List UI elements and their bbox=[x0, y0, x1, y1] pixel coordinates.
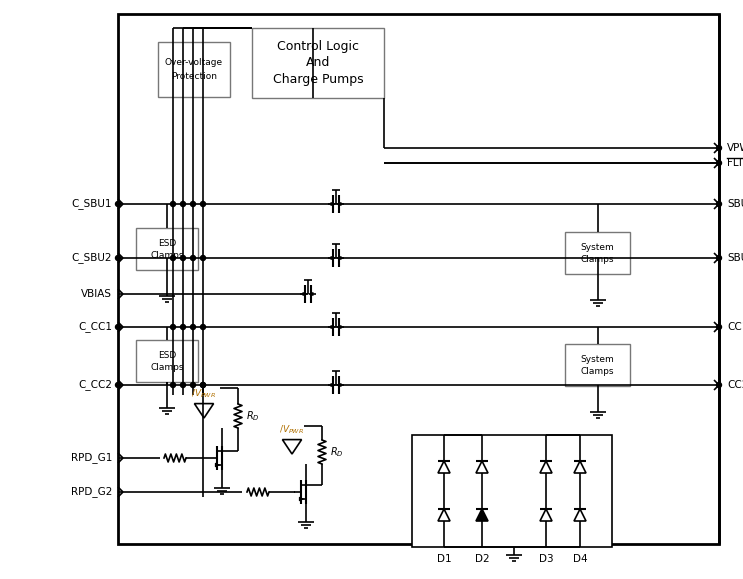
Text: Charge Pumps: Charge Pumps bbox=[273, 72, 363, 86]
Text: D4: D4 bbox=[573, 554, 587, 564]
Circle shape bbox=[201, 201, 206, 207]
Bar bbox=[118, 14, 719, 544]
Polygon shape bbox=[476, 461, 488, 473]
Text: $R_D$: $R_D$ bbox=[330, 445, 344, 459]
Bar bbox=[252, 28, 384, 98]
Circle shape bbox=[115, 383, 120, 387]
Bar bbox=[136, 228, 198, 270]
Circle shape bbox=[716, 160, 721, 166]
Circle shape bbox=[170, 255, 175, 261]
Text: C_CC1: C_CC1 bbox=[78, 321, 112, 332]
Circle shape bbox=[181, 255, 186, 261]
Circle shape bbox=[115, 255, 120, 261]
Circle shape bbox=[716, 145, 721, 151]
Text: VBIAS: VBIAS bbox=[81, 289, 112, 299]
Circle shape bbox=[190, 324, 195, 329]
Circle shape bbox=[716, 255, 721, 261]
Text: Clamps: Clamps bbox=[581, 255, 614, 264]
Text: SBU2: SBU2 bbox=[727, 253, 743, 263]
Circle shape bbox=[201, 383, 206, 387]
Text: $R_D$: $R_D$ bbox=[246, 409, 259, 423]
Text: Clamps: Clamps bbox=[150, 363, 184, 372]
Circle shape bbox=[201, 255, 206, 261]
Text: Clamps: Clamps bbox=[581, 367, 614, 376]
Polygon shape bbox=[574, 509, 586, 521]
Text: Control Logic: Control Logic bbox=[277, 41, 359, 53]
Circle shape bbox=[115, 324, 120, 329]
Circle shape bbox=[170, 324, 175, 329]
Circle shape bbox=[201, 383, 206, 387]
Text: D2: D2 bbox=[475, 554, 490, 564]
Bar bbox=[136, 340, 198, 382]
Polygon shape bbox=[540, 509, 552, 521]
Bar bbox=[565, 232, 630, 274]
Circle shape bbox=[716, 324, 721, 329]
Text: C_SBU2: C_SBU2 bbox=[71, 252, 112, 263]
Polygon shape bbox=[574, 461, 586, 473]
Text: Clamps: Clamps bbox=[150, 251, 184, 260]
Text: RPD_G1: RPD_G1 bbox=[71, 453, 112, 463]
Bar bbox=[158, 42, 230, 97]
Circle shape bbox=[170, 201, 175, 207]
Circle shape bbox=[170, 383, 175, 387]
Bar bbox=[565, 344, 630, 386]
Circle shape bbox=[181, 201, 186, 207]
Text: System: System bbox=[580, 356, 614, 364]
Text: SBU1: SBU1 bbox=[727, 199, 743, 209]
Polygon shape bbox=[476, 509, 488, 521]
Polygon shape bbox=[438, 461, 450, 473]
Circle shape bbox=[716, 383, 721, 387]
Circle shape bbox=[190, 255, 195, 261]
Text: RPD_G2: RPD_G2 bbox=[71, 486, 112, 497]
Circle shape bbox=[115, 201, 120, 207]
Circle shape bbox=[716, 201, 721, 207]
Text: And: And bbox=[306, 57, 330, 69]
Circle shape bbox=[181, 383, 186, 387]
Text: C_SBU1: C_SBU1 bbox=[71, 199, 112, 210]
Text: FLT: FLT bbox=[727, 158, 743, 168]
Circle shape bbox=[190, 201, 195, 207]
Text: D1: D1 bbox=[437, 554, 451, 564]
Text: $/V_{PWR}$: $/V_{PWR}$ bbox=[279, 424, 305, 436]
Text: C_CC2: C_CC2 bbox=[78, 380, 112, 390]
Text: Protection: Protection bbox=[171, 72, 217, 80]
Polygon shape bbox=[540, 461, 552, 473]
Circle shape bbox=[201, 324, 206, 329]
Text: ESD: ESD bbox=[158, 351, 176, 361]
Circle shape bbox=[190, 383, 195, 387]
Circle shape bbox=[181, 324, 186, 329]
Text: CC1: CC1 bbox=[727, 322, 743, 332]
Text: VPWR: VPWR bbox=[727, 143, 743, 153]
Polygon shape bbox=[438, 509, 450, 521]
Bar bbox=[412, 435, 612, 547]
Text: Over-voltage: Over-voltage bbox=[165, 58, 223, 67]
Text: CC2: CC2 bbox=[727, 380, 743, 390]
Text: D3: D3 bbox=[539, 554, 554, 564]
Text: $/V_{PWR}$: $/V_{PWR}$ bbox=[192, 388, 216, 400]
Text: System: System bbox=[580, 243, 614, 252]
Text: ESD: ESD bbox=[158, 240, 176, 248]
